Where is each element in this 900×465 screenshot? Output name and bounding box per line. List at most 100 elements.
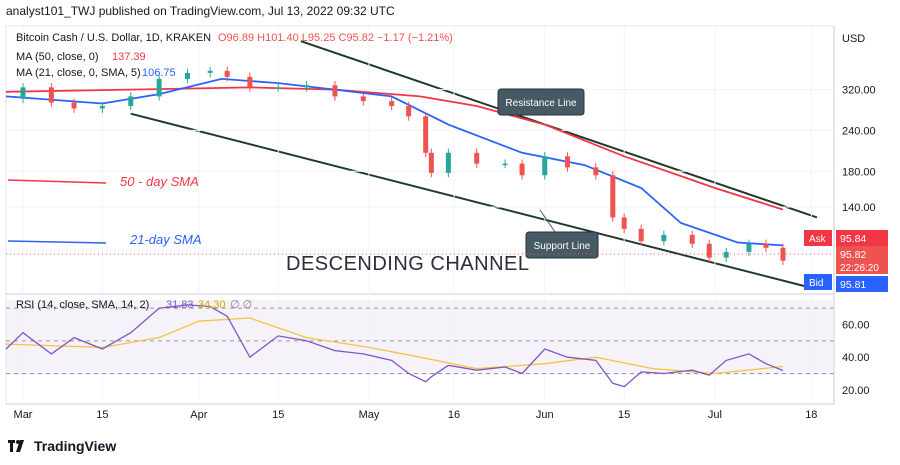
time-tick-label: 18 [805,409,817,421]
candle-body [621,217,627,229]
candles-group [20,66,786,266]
candle-body [723,251,729,258]
legend-rsi-sma-value: 34.30 [198,299,226,311]
candle-body [502,163,508,166]
candle-body [474,152,480,164]
candle-body [706,243,712,258]
price-axis-currency: USD [842,33,865,45]
time-tick-label: May [359,409,380,421]
tradingview-footer[interactable]: TradingView [8,438,116,454]
candle-body [423,116,429,153]
candle-body [275,87,281,89]
resistance-callout: Resistance Line [497,88,585,116]
candle-body [564,156,570,168]
time-tick-label: Jul [708,409,722,421]
price-tick-label: 140.00 [842,202,876,214]
annotation-sma21-line [7,240,107,244]
support-callout-pointer [539,209,556,233]
tradingview-logo-icon [8,440,24,452]
last-price-box [836,246,888,274]
chart-svg[interactable]: 320.00 240.00 180.00 140.00 60.00 40.00 20.00 M… [0,22,900,460]
rsi-line [5,304,784,388]
bid-label: Bid [809,278,823,289]
time-tick-label: 15 [618,409,630,421]
channel-group [130,40,818,288]
ma50-line [5,86,784,211]
time-tick-label: Apr [190,409,207,421]
rsi-tick-label: 60.00 [842,320,870,332]
rsi-band [6,300,834,375]
legend-rsi-label: RSI (14, close, SMA, 14, 2) [16,299,149,311]
candle-body [156,78,162,97]
candle-body [746,243,752,252]
legend-ma50-value: 137.39 [112,51,146,63]
price-tick-label: 180.00 [842,166,876,178]
moving-averages-group [5,77,784,247]
time-tick-label: 15 [272,409,284,421]
time-tick-label: Jun [536,409,554,421]
candle-body [207,70,213,73]
candle-body [406,106,412,117]
annotation-sma50-line [7,179,107,184]
bid-tag [804,274,832,290]
candle-body [542,156,548,176]
support-callout-box [525,231,599,259]
legend-title: Bitcoin Cash / U.S. Dollar, 1D, KRAKEN [16,32,211,44]
candle-body [99,106,105,109]
rsi-tick-label: 40.00 [842,352,870,364]
candle-body [519,163,525,176]
legend-ma21-value: 106.75 [142,67,176,79]
candle-body [661,234,667,242]
support-line [130,112,806,288]
support-callout: Support Line [525,209,599,259]
legend-ma21-label: MA (21, close, 0, SMA, 5) [16,67,141,79]
rsi-sma-line [5,317,784,375]
candle-body [224,70,230,77]
legend-ohlc: O96.89 H101.40 L95.25 C95.82 −1.17 (−1.2… [218,32,453,44]
support-callout-text: Support Line [534,241,591,252]
time-tick-label: Mar [14,409,33,421]
ma21-line [5,77,784,247]
ask-value: 95.84 [840,233,866,245]
candle-body [638,228,644,242]
countdown: 22:26:20 [840,263,879,274]
candle-body [304,85,310,88]
legend-rsi-extra: ∅ ∅ [230,299,252,311]
time-tick-label: 15 [96,409,108,421]
candle-body [445,152,451,173]
resistance-callout-box [497,88,585,116]
rsi-tick-label: 20.00 [842,385,870,397]
legend-ma50-label: MA (50, close, 0) [16,51,99,63]
ask-value-box [836,230,888,246]
candle-body [389,101,395,107]
candle-body [71,102,77,109]
candle-body [689,234,695,244]
candle-body [593,167,599,176]
candle-body [247,76,253,88]
ask-label: Ask [809,234,827,245]
tradingview-brand: TradingView [34,438,117,454]
candle-body [332,85,338,97]
bid-value-box [836,276,888,292]
candle-body [184,72,190,79]
candle-body [360,96,366,102]
price-tick-label: 320.00 [842,85,876,97]
annotation-sma50: 50 - day SMA [120,174,199,189]
chart-area[interactable]: 320.00 240.00 180.00 140.00 60.00 40.00 20.00 M… [0,22,900,460]
candle-body [128,96,134,107]
legend-rsi-value: 31.83 [166,299,194,311]
annotation-channel: DESCENDING CHANNEL [286,253,529,275]
candle-body [48,87,54,103]
last-price-value: 95.82 [840,249,866,261]
rsi-group [5,304,834,388]
candle-body [20,87,26,99]
bid-value: 95.81 [840,279,866,291]
ask-tag [804,230,832,246]
candle-body [610,175,616,218]
annotation-sma21: 21-day SMA [129,232,202,247]
price-tick-label: 240.00 [842,125,876,137]
candle-body [763,243,769,248]
resistance-callout-text: Resistance Line [505,98,577,109]
time-tick-label: 16 [448,409,460,421]
publish-header: analyst101_TWJ published on TradingView.… [6,4,395,18]
